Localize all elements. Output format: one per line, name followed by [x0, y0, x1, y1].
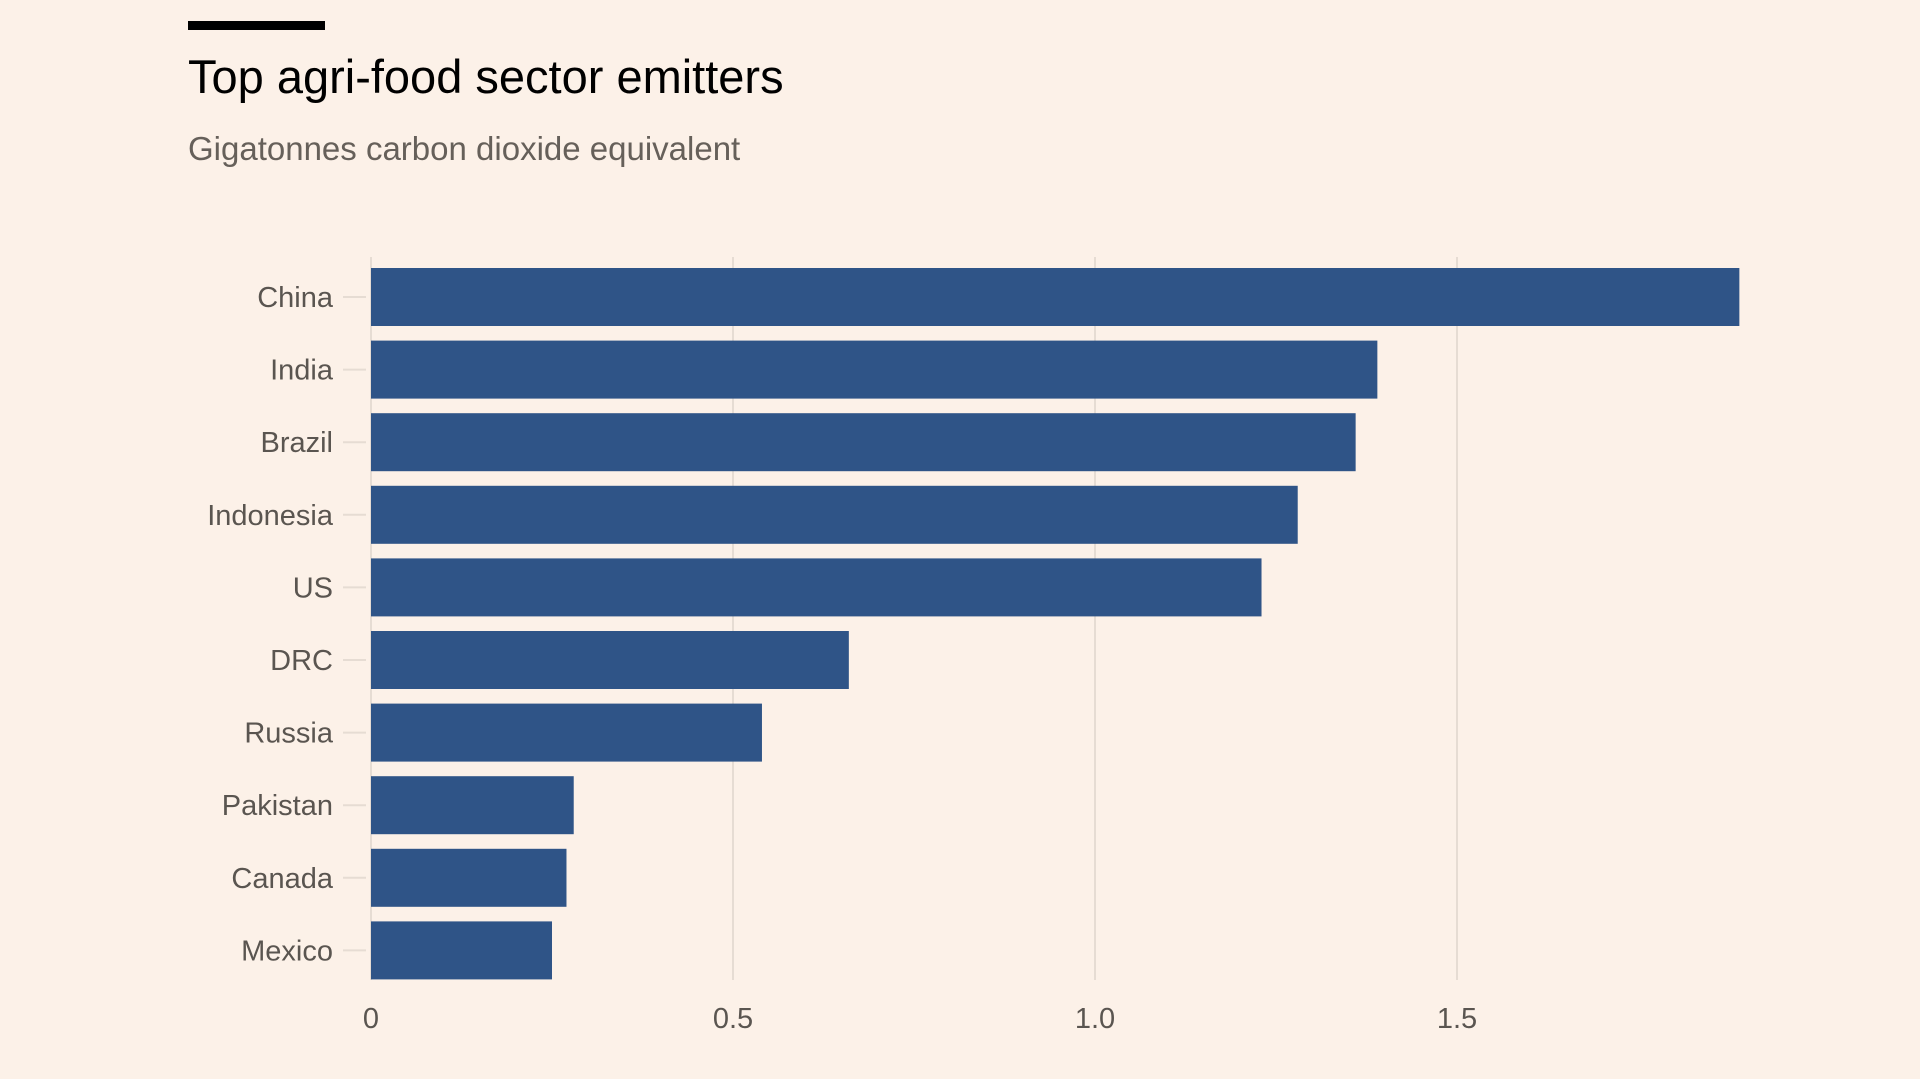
title-rule: [188, 21, 325, 30]
bar-pakistan: [371, 776, 574, 835]
category-label: India: [270, 355, 334, 387]
chart-subtitle: Gigatonnes carbon dioxide equivalent: [188, 130, 741, 167]
x-tick-label: 1.5: [1437, 1003, 1477, 1035]
bar-drc: [371, 631, 849, 689]
category-label: Brazil: [260, 427, 333, 459]
bar-mexico: [371, 921, 552, 980]
bar-indonesia: [371, 485, 1298, 544]
category-label: Canada: [231, 863, 333, 895]
bar-india: [371, 340, 1378, 399]
category-label: China: [257, 282, 334, 314]
x-tick-layer: 0 0.5 1.0 1.5: [363, 1003, 1477, 1035]
chart-title: Top agri-food sector emitters: [188, 50, 784, 103]
bar-layer: [371, 268, 1740, 980]
x-tick-label: 1.0: [1075, 1003, 1115, 1035]
category-label-layer: China India Brazil Indonesia US DRC Russia Paki…: [207, 282, 366, 967]
category-label: Pakistan: [222, 790, 333, 822]
x-tick-label: 0: [363, 1003, 379, 1035]
category-label: US: [293, 572, 333, 604]
category-label: Indonesia: [207, 500, 334, 532]
x-tick-label: 0.5: [713, 1003, 753, 1035]
bar-china: [371, 268, 1740, 326]
bar-us: [371, 558, 1262, 617]
category-label: Mexico: [241, 935, 333, 967]
bar-brazil: [371, 413, 1356, 472]
category-label: Russia: [244, 718, 334, 750]
bar-canada: [371, 848, 567, 907]
bar-russia: [371, 703, 762, 762]
category-label: DRC: [270, 645, 333, 677]
